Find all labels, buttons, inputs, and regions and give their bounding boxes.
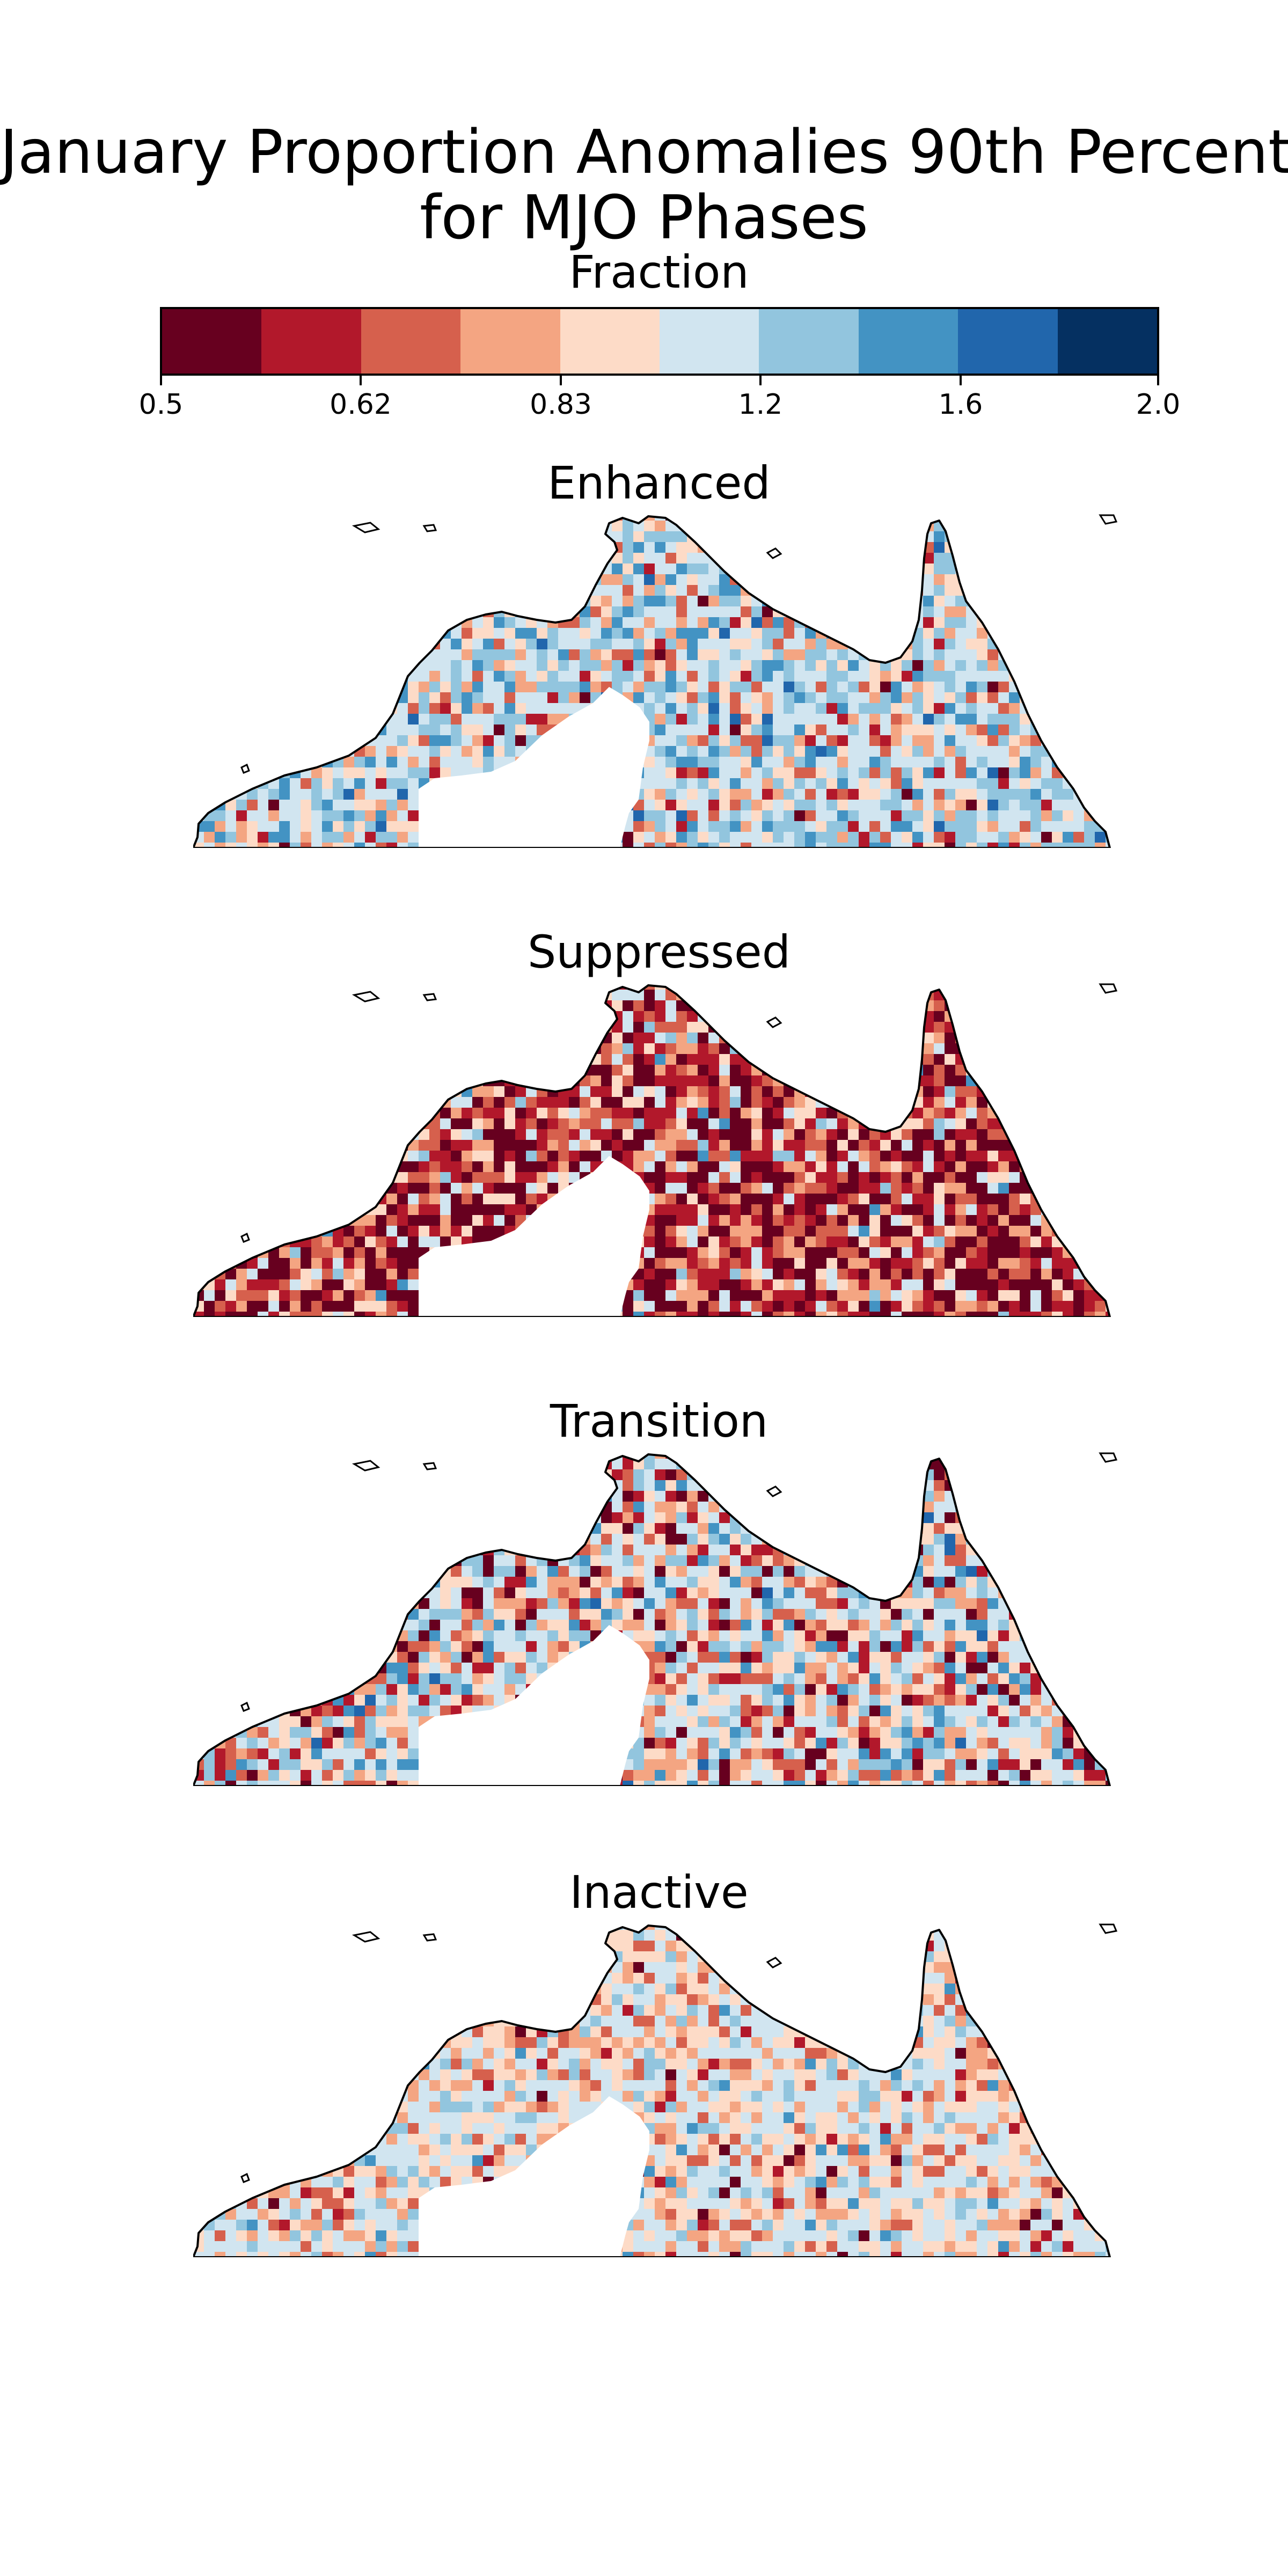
map-inactive bbox=[193, 1923, 1118, 2257]
colorbar-tick-4 bbox=[759, 376, 762, 385]
map-transition bbox=[193, 1452, 1118, 1786]
colorbar-segment-9 bbox=[958, 309, 1058, 374]
colorbar-segment-6 bbox=[660, 309, 759, 374]
island bbox=[352, 1460, 380, 1472]
panel-title-suppressed: Suppressed bbox=[527, 926, 791, 978]
map-suppressed bbox=[193, 983, 1118, 1317]
island bbox=[352, 991, 380, 1002]
island bbox=[1099, 514, 1118, 525]
island bbox=[1099, 983, 1118, 994]
anomaly-field bbox=[193, 1454, 1110, 1786]
coastline bbox=[193, 515, 1111, 848]
colorbar-segment-5 bbox=[560, 309, 660, 374]
colorbar-segment-4 bbox=[460, 309, 560, 374]
colorbar-tick-3 bbox=[560, 376, 562, 385]
colorbar-tick-label-2: 0.62 bbox=[330, 389, 392, 421]
chart-title-line1: January Proportion Anomalies 90th Percen… bbox=[0, 118, 1288, 187]
island bbox=[766, 1485, 782, 1497]
masked-region bbox=[419, 2096, 649, 2257]
island bbox=[422, 524, 437, 532]
island bbox=[422, 1462, 437, 1470]
coastline bbox=[193, 1924, 1111, 2257]
island bbox=[766, 1016, 782, 1028]
island bbox=[352, 1931, 380, 1943]
colorbar-tick-6 bbox=[1157, 376, 1159, 385]
panel-title-inactive: Inactive bbox=[569, 1866, 749, 1919]
colorbar-label: Fraction bbox=[569, 246, 749, 298]
island bbox=[766, 1957, 782, 1968]
island bbox=[422, 993, 437, 1001]
anomaly-field bbox=[193, 516, 1110, 848]
anomaly-field bbox=[193, 985, 1110, 1317]
masked-region bbox=[419, 687, 649, 848]
colorbar-segment-1 bbox=[162, 309, 262, 374]
chart-title-line2: for MJO Phases bbox=[420, 183, 868, 253]
island bbox=[766, 547, 782, 559]
island bbox=[352, 522, 380, 533]
colorbar-tick-1 bbox=[160, 376, 162, 385]
island bbox=[240, 1701, 250, 1712]
island bbox=[240, 2172, 250, 2183]
colorbar-segment-10 bbox=[1057, 309, 1158, 374]
island bbox=[240, 763, 250, 774]
coastline bbox=[193, 984, 1111, 1317]
colorbar-segment-3 bbox=[361, 309, 461, 374]
masked-region bbox=[419, 1156, 649, 1317]
panel-title-enhanced: Enhanced bbox=[547, 457, 771, 509]
anomaly-field bbox=[193, 1926, 1110, 2257]
colorbar-tick-label-1: 0.5 bbox=[138, 389, 184, 421]
panel-title-transition: Transition bbox=[550, 1395, 769, 1447]
island bbox=[422, 1933, 437, 1942]
coastline bbox=[193, 1453, 1111, 1786]
colorbar bbox=[160, 307, 1159, 376]
colorbar-segment-2 bbox=[261, 309, 361, 374]
island bbox=[240, 1232, 250, 1243]
colorbar-segment-7 bbox=[759, 309, 859, 374]
island bbox=[1099, 1923, 1118, 1934]
colorbar-tick-label-4: 1.2 bbox=[738, 389, 783, 421]
masked-region bbox=[419, 1625, 649, 1786]
colorbar-tick-label-6: 2.0 bbox=[1136, 389, 1181, 421]
colorbar-tick-2 bbox=[360, 376, 362, 385]
colorbar-segment-8 bbox=[858, 309, 958, 374]
island bbox=[1099, 1452, 1118, 1463]
colorbar-tick-5 bbox=[960, 376, 962, 385]
colorbar-tick-label-5: 1.6 bbox=[938, 389, 983, 421]
colorbar-tick-label-3: 0.83 bbox=[530, 389, 592, 421]
map-enhanced bbox=[193, 514, 1118, 848]
